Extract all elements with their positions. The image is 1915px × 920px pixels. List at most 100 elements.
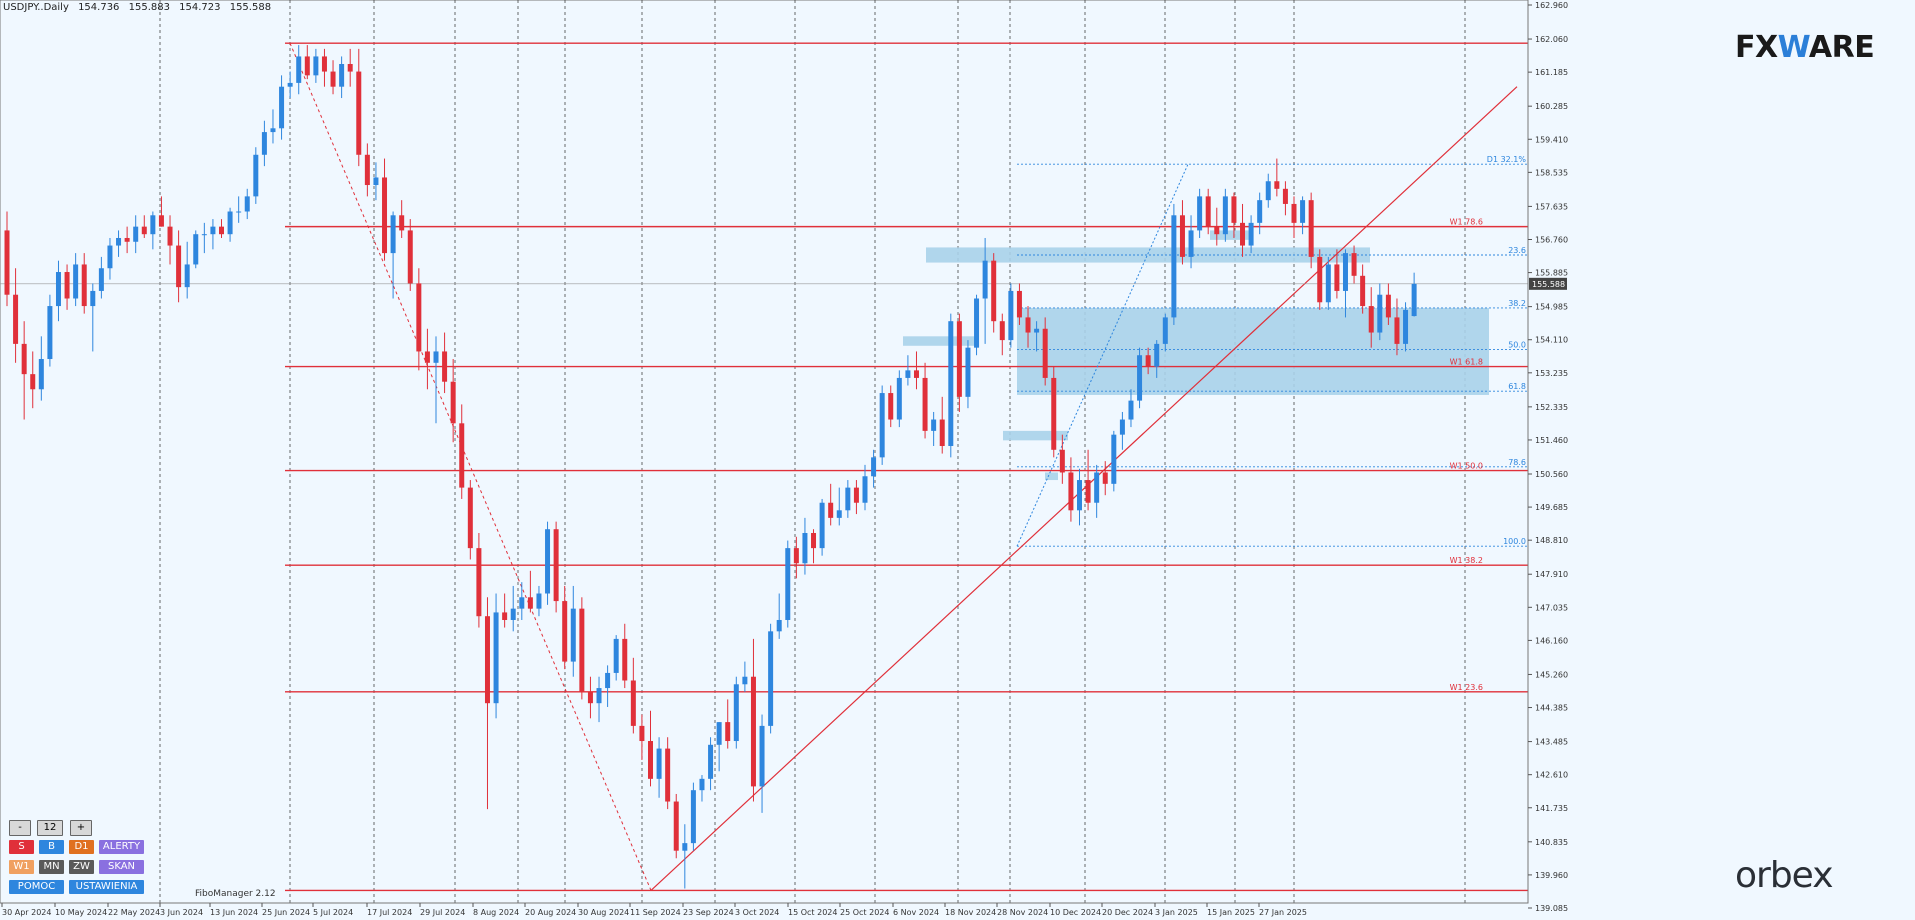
time-tick-label: 27 Jan 2025 [1259, 908, 1307, 917]
candle [1385, 294, 1391, 318]
candle [871, 457, 877, 477]
mn-button[interactable]: MN [39, 860, 64, 874]
candle [493, 612, 499, 704]
time-tick-label: 3 Jan 2025 [1155, 908, 1198, 917]
candle [313, 56, 319, 76]
candle [1051, 377, 1057, 450]
candle [442, 351, 448, 382]
candle [793, 548, 799, 564]
candle [733, 684, 739, 742]
candle [1197, 196, 1203, 231]
time-tick-label: 28 Nov 2024 [997, 908, 1048, 917]
candle [1068, 472, 1074, 511]
scan-button[interactable]: SKAN [99, 860, 144, 874]
level-label: W1 23.6 [1450, 683, 1483, 692]
candle [716, 722, 722, 745]
candle [1094, 472, 1100, 503]
increase-button[interactable]: + [70, 820, 92, 836]
candle [682, 843, 688, 851]
fib-level-label: 23.6 [1508, 246, 1526, 255]
candle [133, 226, 139, 242]
candle [665, 748, 671, 802]
candle [1137, 355, 1143, 401]
candle [1059, 449, 1065, 473]
candle [845, 487, 851, 511]
time-tick-label: 8 Aug 2024 [473, 908, 519, 917]
price-tick-label: 149.685 [1535, 503, 1568, 512]
candle [356, 71, 362, 155]
candle [519, 597, 525, 609]
fib-diagonal [1016, 164, 1189, 547]
price-tick-label: 161.185 [1535, 68, 1568, 77]
candle [1325, 264, 1331, 303]
candle [1008, 290, 1014, 341]
candle [768, 631, 774, 726]
candle [1145, 355, 1151, 367]
symbol-label: USDJPY..Daily [3, 2, 69, 13]
candle [690, 790, 696, 844]
candle [4, 230, 10, 295]
candle [467, 487, 473, 549]
candle [459, 423, 465, 488]
candle [261, 132, 267, 155]
candle [64, 272, 70, 299]
candle [1308, 200, 1314, 257]
candle [708, 744, 714, 779]
current-price-label: 155.588 [1532, 280, 1565, 289]
candle [296, 56, 302, 83]
candle [999, 321, 1005, 341]
d1-button[interactable]: D1 [69, 840, 94, 854]
price-tick-label: 158.535 [1535, 168, 1568, 177]
candle [913, 370, 919, 378]
candle [630, 680, 636, 726]
candle [1368, 306, 1374, 333]
candle [484, 616, 490, 704]
w1-button[interactable]: W1 [9, 860, 34, 874]
candle [828, 502, 834, 518]
buy-button[interactable]: B [39, 840, 64, 854]
alerts-button[interactable]: ALERTY [99, 840, 144, 854]
time-tick-label: 10 Dec 2024 [1050, 908, 1101, 917]
price-tick-label: 139.960 [1535, 871, 1568, 880]
settings-button[interactable]: USTAWIENIA [69, 880, 144, 894]
decrease-button[interactable]: - [9, 820, 31, 836]
zw-button[interactable]: ZW [69, 860, 94, 874]
current-price-tag [1529, 277, 1567, 290]
help-button[interactable]: POMOC [9, 880, 64, 894]
candle [1128, 400, 1134, 420]
candle [55, 272, 61, 307]
candle [382, 177, 388, 254]
candle [1102, 472, 1108, 484]
candle [931, 419, 937, 431]
price-tick-label: 147.910 [1535, 570, 1568, 579]
candle [570, 608, 576, 662]
time-tick-label: 6 Nov 2024 [893, 908, 939, 917]
candle [811, 532, 817, 549]
candle [150, 215, 156, 235]
candle [1205, 196, 1211, 227]
fib-zone [1017, 307, 1489, 395]
candle [965, 347, 971, 397]
candle [1016, 290, 1022, 318]
sell-button[interactable]: S [9, 840, 34, 854]
candle [613, 638, 619, 673]
ohlc-high: 155.883 [128, 2, 170, 13]
candle [510, 608, 516, 620]
candle [1282, 188, 1288, 204]
candle [90, 290, 96, 307]
candle [1085, 480, 1091, 503]
trend-line [650, 86, 1518, 891]
time-tick-label: 30 Apr 2024 [2, 908, 51, 917]
candle [725, 722, 731, 742]
candle [1411, 283, 1417, 317]
fxware-logo: FXWARE [1735, 30, 1875, 65]
price-tick-label: 146.160 [1535, 636, 1568, 645]
time-tick-label: 3 Oct 2024 [735, 908, 779, 917]
period-value[interactable]: 12 [37, 820, 63, 836]
candle [433, 351, 439, 363]
time-tick-label: 20 Aug 2024 [525, 908, 576, 917]
chart-header: USDJPY..Daily 154.736 155.883 154.723 15… [3, 2, 277, 13]
candle [424, 351, 430, 363]
candle [1342, 253, 1348, 291]
